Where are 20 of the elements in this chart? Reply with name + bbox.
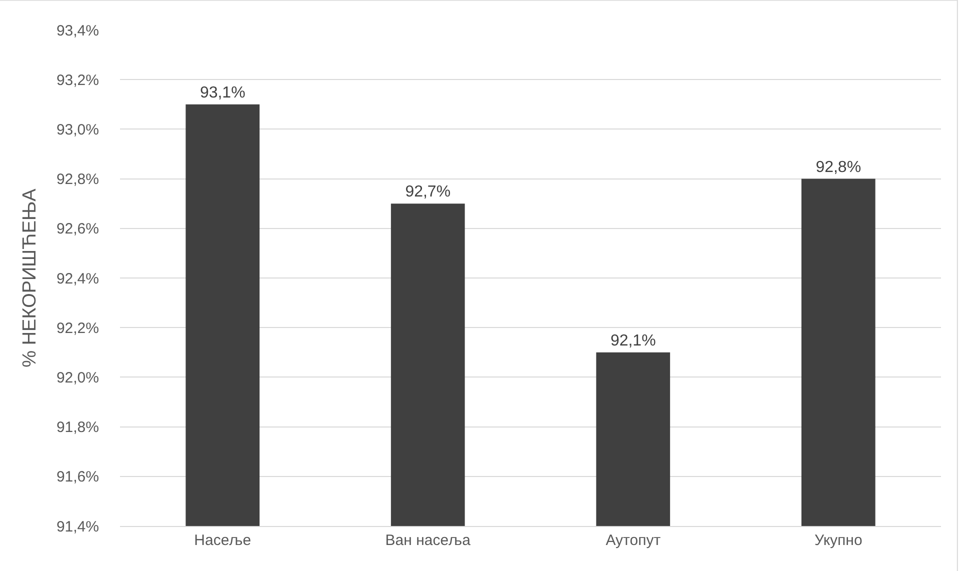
y-tick-label: 92,4% <box>56 270 99 288</box>
data-label: 92,8% <box>816 158 862 176</box>
y-tick-label: 92,0% <box>56 369 99 386</box>
y-tick-label: 91,8% <box>56 419 99 436</box>
x-tick-label: Ван насеља <box>385 532 472 549</box>
y-tick-label: 93,2% <box>56 72 99 89</box>
x-tick-label: Насеље <box>194 532 252 549</box>
y-tick-label: 91,4% <box>56 518 99 536</box>
y-tick-label: 91,6% <box>56 468 99 486</box>
y-tick-label: 93,0% <box>56 121 99 138</box>
data-label: 93,1% <box>200 84 246 102</box>
y-tick-label: 92,2% <box>56 320 99 337</box>
y-tick-label: 93,4% <box>56 22 99 40</box>
y-tick-label: 92,8% <box>56 171 99 188</box>
data-label: 92,7% <box>405 184 451 201</box>
y-axis-title: % НЕКОРИШЋЕЊА <box>19 188 40 368</box>
y-tick-label: 92,6% <box>56 220 99 238</box>
x-tick-label: Аутопут <box>606 532 661 549</box>
data-label: 92,1% <box>610 332 656 350</box>
x-tick-label: Укупно <box>814 532 862 549</box>
